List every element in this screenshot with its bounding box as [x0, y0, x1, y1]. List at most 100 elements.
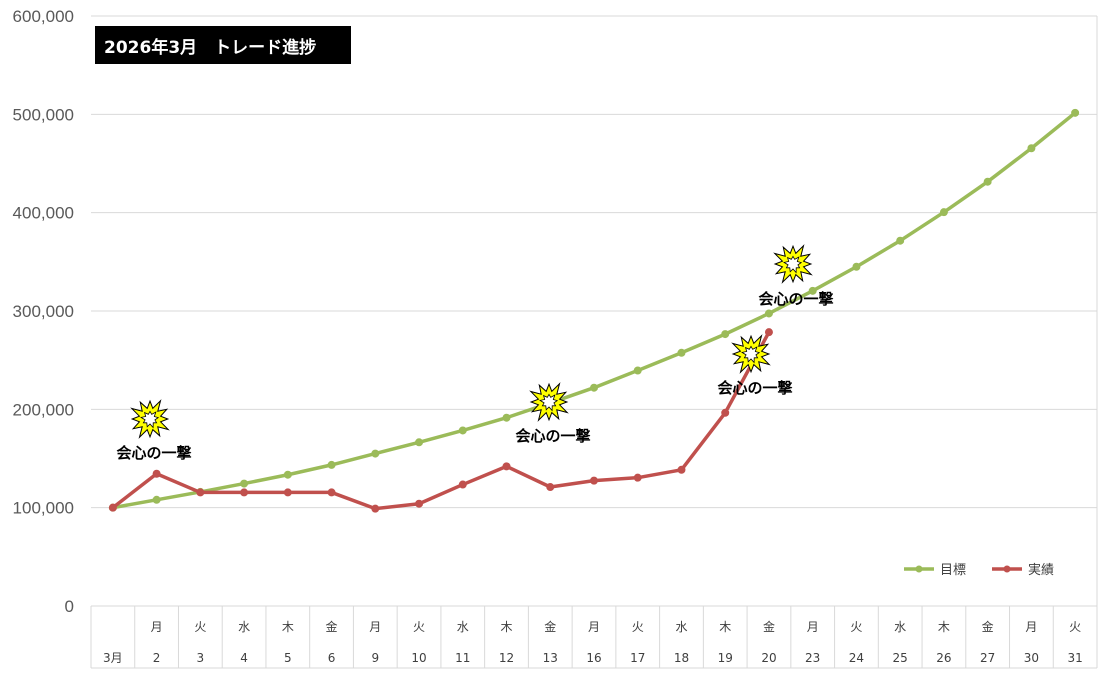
x-weekday-label: 金	[544, 619, 556, 634]
annotation: 会心の一撃	[758, 244, 834, 308]
data-point	[1027, 144, 1036, 153]
chart-title: 2026年3月 トレード進捗	[95, 26, 351, 64]
x-tick-label: 23	[805, 651, 820, 665]
data-point	[283, 470, 292, 479]
x-weekday-label: 木	[282, 620, 294, 634]
x-weekday-label: 月	[369, 620, 381, 634]
series-line-target	[111, 111, 1077, 510]
data-point	[240, 488, 249, 497]
annotation-label: 会心の一撃	[116, 444, 191, 462]
data-point	[415, 499, 424, 508]
data-point	[896, 236, 905, 245]
annotation-label: 会心の一撃	[515, 427, 590, 445]
data-point	[1071, 108, 1080, 117]
data-point	[502, 413, 511, 422]
legend-marker	[1003, 565, 1011, 573]
x-tick-label: 6	[328, 651, 336, 665]
x-weekday-label: 火	[194, 620, 206, 634]
y-tick-label: 600,000	[13, 7, 74, 26]
series-line-actual	[111, 330, 771, 511]
data-point	[458, 426, 467, 435]
x-tick-label: 24	[849, 651, 864, 665]
y-tick-label: 100,000	[13, 499, 74, 518]
data-point	[546, 483, 555, 492]
x-weekday-label: 水	[894, 620, 906, 634]
x-tick-label: 19	[718, 651, 733, 665]
data-point	[590, 476, 598, 485]
data-point	[415, 438, 424, 447]
data-point	[371, 504, 380, 513]
data-point	[721, 330, 730, 339]
x-tick-label: 31	[1067, 651, 1082, 665]
x-tick-label: 26	[936, 651, 951, 665]
x-tick-label: 9	[371, 651, 379, 665]
x-tick-label: 11	[455, 651, 470, 665]
x-tick-label: 3	[197, 651, 205, 665]
legend-label: 目標	[940, 563, 966, 578]
x-weekday-label: 木	[719, 620, 731, 634]
x-tick-label: 5	[284, 651, 292, 665]
x-weekday-label: 火	[413, 620, 425, 634]
annotation: 会心の一撃	[515, 382, 591, 445]
data-point	[371, 449, 380, 458]
x-tick-label: 18	[674, 651, 689, 665]
legend: 目標 実績	[904, 562, 1054, 578]
annotation: 会心の一撃	[717, 334, 793, 397]
explosion-core	[539, 393, 559, 412]
x-tick-label: 10	[411, 651, 426, 665]
x-weekday-label: 月	[151, 620, 163, 634]
x-tick-label: 2	[153, 651, 161, 665]
x-tick-label: 30	[1024, 651, 1039, 665]
x-tick-label: 17	[630, 651, 645, 665]
x-weekday-label: 月	[588, 620, 600, 634]
x-tick-label: 16	[586, 651, 601, 665]
data-point	[196, 488, 205, 497]
legend-marker	[915, 565, 923, 573]
x-tick-label: 27	[980, 651, 995, 665]
x-weekday-label: 水	[457, 620, 469, 634]
explosion-core	[783, 255, 803, 274]
data-point	[590, 383, 598, 392]
data-point	[458, 480, 467, 489]
x-tick-label: 20	[761, 651, 776, 665]
explosion-core	[140, 410, 160, 429]
data-point	[327, 488, 336, 497]
data-point	[283, 488, 292, 497]
data-point	[152, 469, 161, 478]
x-weekday-label: 火	[1069, 620, 1081, 634]
chart-title-text: 2026年3月 トレード進捗	[104, 37, 317, 58]
data-point	[764, 328, 773, 337]
y-tick-label: 400,000	[13, 204, 74, 223]
y-tick-label: 200,000	[13, 400, 74, 419]
y-axis: 0 100,000 200,000 300,000 400,000 500,000 600,…	[13, 7, 74, 616]
x-weekday-label: 水	[675, 620, 687, 634]
explosion-core	[741, 345, 761, 364]
data-point	[677, 348, 686, 357]
annotation-label: 会心の一撃	[758, 290, 833, 308]
data-point	[677, 465, 686, 474]
data-point	[808, 286, 817, 295]
data-point	[108, 503, 117, 512]
data-point	[633, 366, 642, 375]
x-weekday-label: 金	[982, 619, 994, 634]
y-tick-label: 300,000	[13, 302, 74, 321]
data-point	[939, 208, 948, 217]
x-weekday-label: 水	[238, 620, 250, 634]
data-point	[502, 462, 511, 471]
gridlines	[91, 15, 1098, 607]
annotation: 会心の一撃	[116, 399, 192, 462]
x-tick-label: 12	[499, 651, 514, 665]
data-point	[633, 473, 642, 482]
x-weekday-label: 火	[850, 620, 862, 634]
y-tick-label: 500,000	[13, 105, 74, 124]
data-point	[721, 408, 730, 417]
data-point	[240, 479, 249, 488]
data-point	[327, 460, 336, 469]
data-point	[852, 262, 861, 271]
x-weekday-label: 火	[632, 620, 644, 634]
x-axis: 3月 月 2 火 3 水 4 木 5 金 6 月 9 火 10 水 11 木 12 金 13 月 16 火 17 水 18 木 19 金 2…	[90, 606, 1098, 669]
x-weekday-label: 木	[501, 620, 513, 634]
x-tick-label: 4	[240, 651, 248, 665]
